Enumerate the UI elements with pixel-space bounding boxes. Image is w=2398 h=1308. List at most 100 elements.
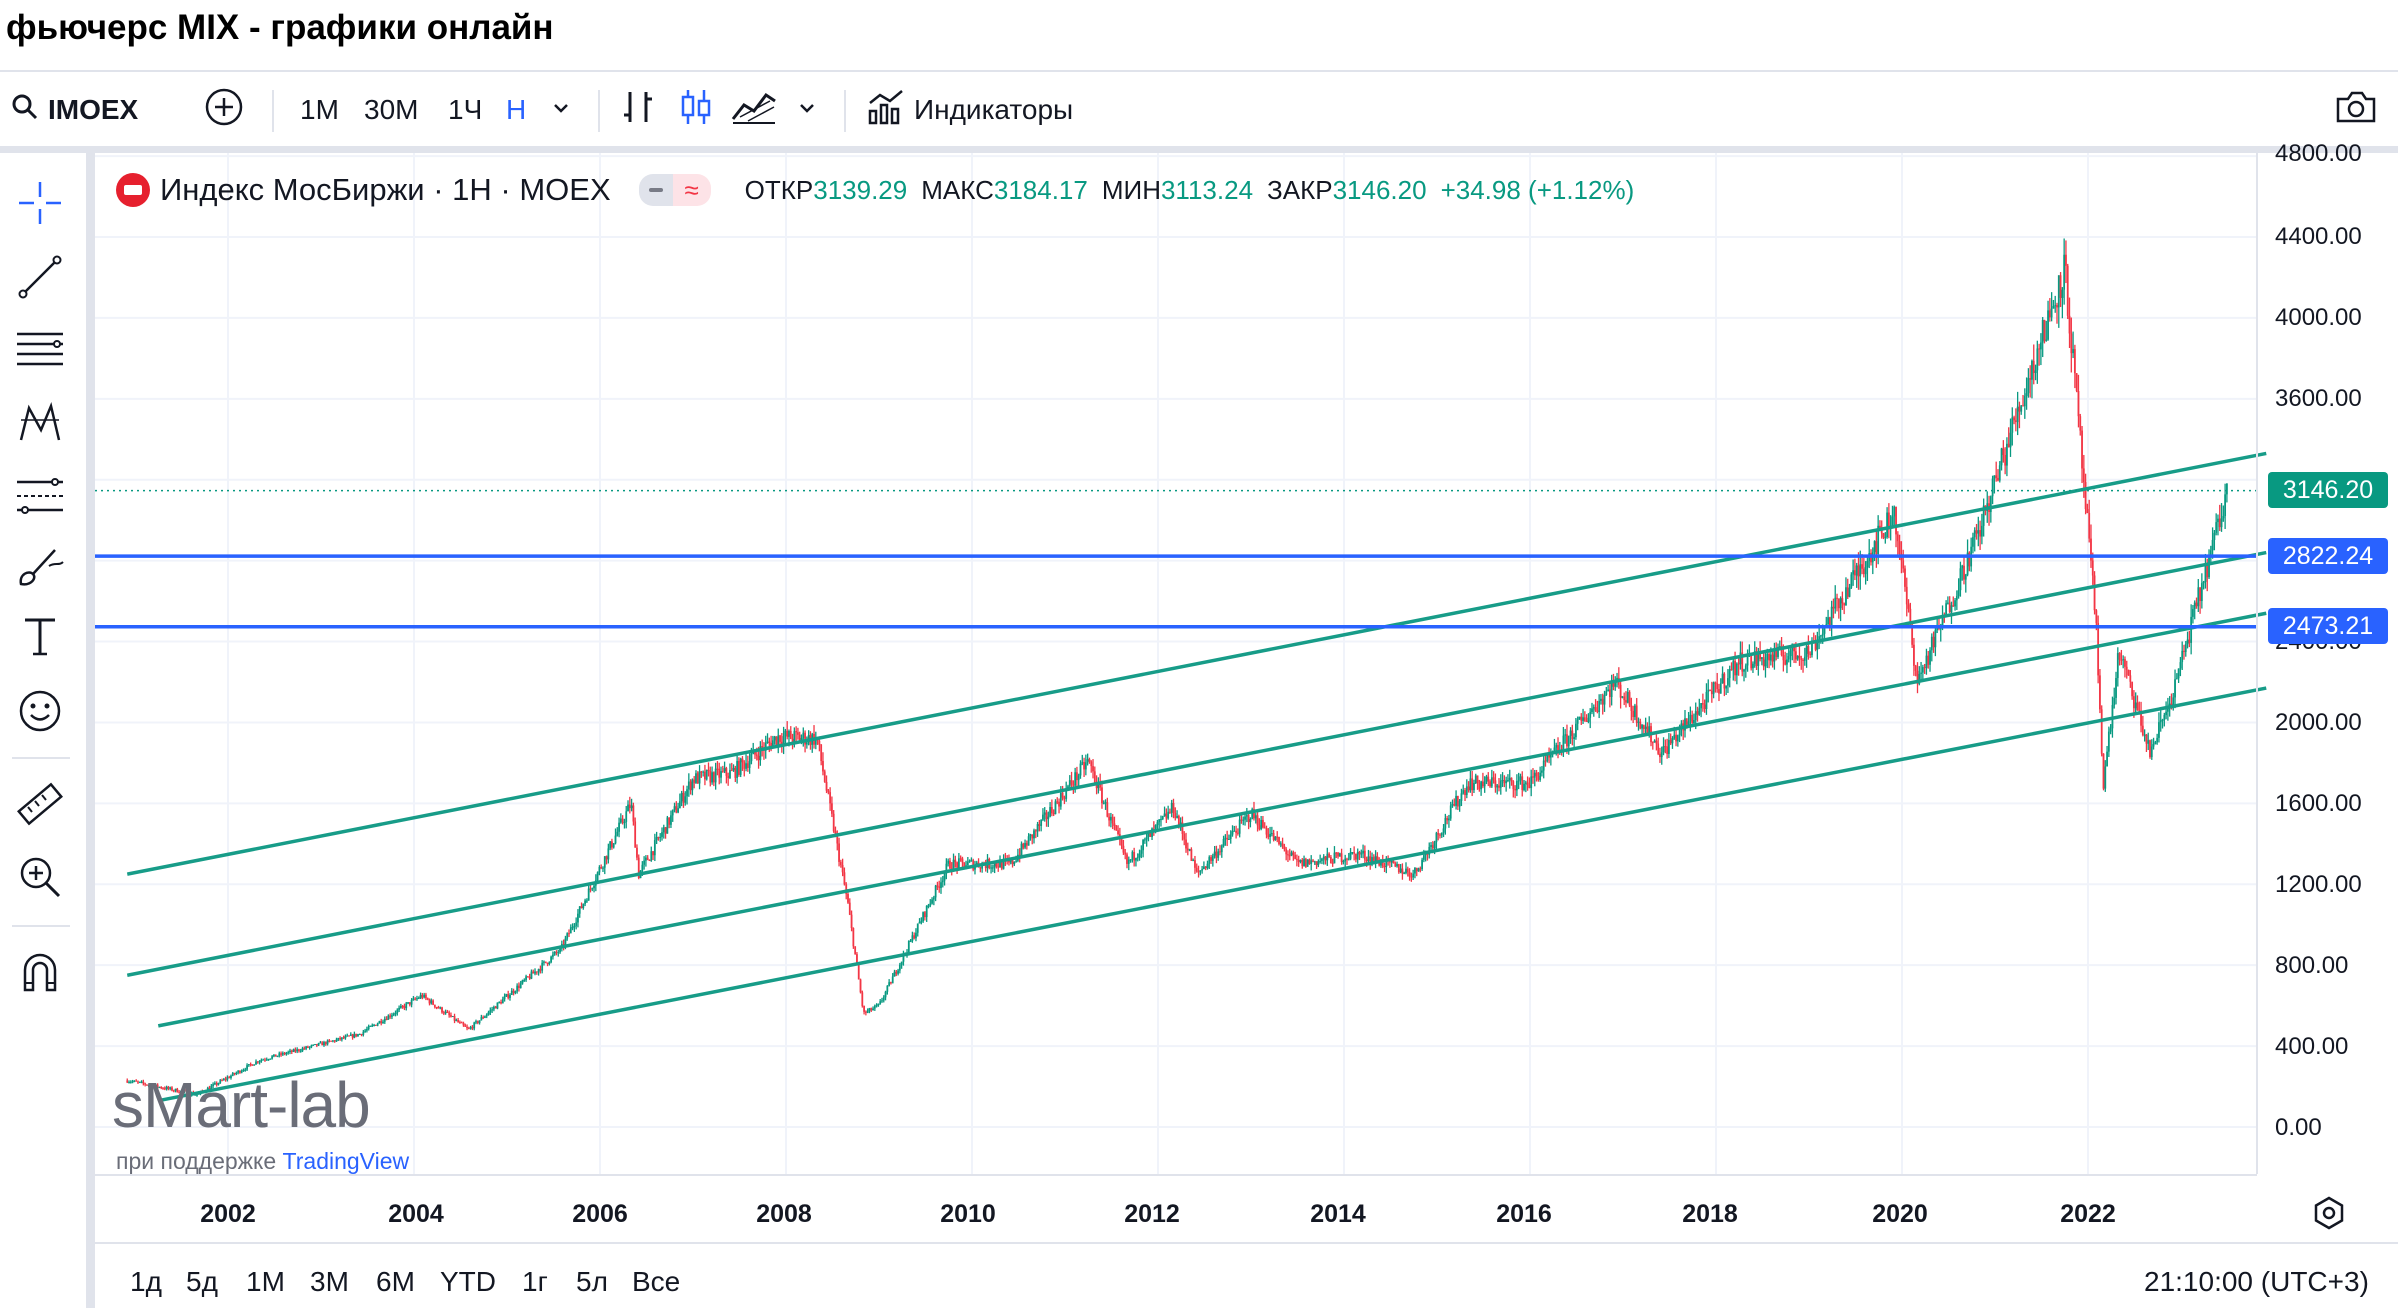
clock[interactable]: 21:10:00 (UTC+3) bbox=[2144, 1266, 2369, 1297]
candle-body bbox=[621, 818, 624, 823]
range-1m[interactable]: 1М bbox=[246, 1266, 285, 1297]
candle-body bbox=[432, 1000, 434, 1005]
candle-body bbox=[180, 1090, 182, 1093]
candle-body bbox=[278, 1053, 281, 1056]
compare-button[interactable] bbox=[204, 72, 244, 148]
candle-body bbox=[1739, 652, 1742, 665]
candle-body bbox=[1399, 868, 1402, 873]
range-1d[interactable]: 1д bbox=[130, 1266, 162, 1297]
emoji-tool[interactable] bbox=[12, 685, 68, 741]
candle-body bbox=[609, 841, 612, 849]
candle-body bbox=[1161, 816, 1164, 819]
magnet-tool[interactable] bbox=[12, 947, 68, 1003]
candle-body bbox=[149, 1084, 152, 1086]
candle-body bbox=[990, 867, 992, 869]
symbol-search[interactable]: IMOEX bbox=[10, 72, 138, 148]
forecast-tool[interactable] bbox=[12, 469, 68, 525]
candle-body bbox=[196, 1094, 198, 1096]
intervals-dropdown[interactable] bbox=[550, 72, 572, 148]
candle-body bbox=[1331, 863, 1334, 865]
bar-style-button[interactable] bbox=[620, 72, 656, 148]
candle-body bbox=[900, 961, 903, 965]
tradingview-link[interactable]: TradingView bbox=[282, 1148, 410, 1174]
candle-body bbox=[557, 952, 560, 954]
candle-body bbox=[1514, 789, 1516, 791]
candle-body bbox=[1321, 858, 1323, 861]
candle-body bbox=[158, 1086, 161, 1088]
candle-body bbox=[507, 994, 510, 998]
candle-body bbox=[1138, 853, 1141, 858]
zoom-tool[interactable] bbox=[12, 851, 68, 907]
candle-body bbox=[1687, 721, 1690, 725]
candle-body bbox=[1998, 465, 2001, 481]
area-style-button[interactable] bbox=[730, 72, 778, 148]
candle-body bbox=[2138, 710, 2141, 712]
measure-tool[interactable] bbox=[12, 779, 68, 835]
candle-body bbox=[2143, 734, 2146, 736]
candle-body bbox=[1628, 692, 1631, 706]
candle-body bbox=[1244, 816, 1246, 820]
candle-body bbox=[298, 1049, 300, 1051]
range-5d[interactable]: 5д bbox=[186, 1266, 218, 1297]
candle-body bbox=[1587, 717, 1590, 722]
candle-body bbox=[1194, 860, 1196, 868]
candle-body bbox=[231, 1073, 234, 1076]
candle-body bbox=[1260, 819, 1263, 830]
candle-body bbox=[2054, 305, 2057, 307]
candle-body bbox=[1465, 786, 1468, 796]
interval-1w-active[interactable]: Н bbox=[506, 94, 527, 125]
visibility-toggle[interactable]: ≈ bbox=[638, 174, 711, 206]
price-chart[interactable] bbox=[95, 153, 2398, 1174]
candle-body bbox=[1666, 746, 1669, 754]
range-5y[interactable]: 5л bbox=[576, 1266, 608, 1297]
candle-body bbox=[857, 964, 860, 980]
candle-body bbox=[1267, 834, 1270, 837]
text-tool[interactable] bbox=[12, 611, 68, 667]
candle-body bbox=[315, 1043, 318, 1046]
candle-body bbox=[1705, 691, 1708, 710]
candle-body bbox=[2175, 678, 2178, 680]
candle-body bbox=[314, 1043, 316, 1045]
top-toolbar: IMOEX 1M 30M 1Ч Н Индикаторы bbox=[0, 72, 2398, 148]
candle-body bbox=[861, 992, 864, 1007]
candle-body bbox=[1076, 772, 1078, 781]
candle-body bbox=[1358, 851, 1361, 855]
candle-body bbox=[1752, 663, 1754, 669]
indicators-button[interactable]: Индикаторы bbox=[866, 72, 1073, 148]
fib-tool[interactable] bbox=[12, 323, 68, 379]
range-3m[interactable]: 3М bbox=[310, 1266, 349, 1297]
crosshair-tool[interactable] bbox=[12, 177, 68, 233]
range-6m[interactable]: 6М bbox=[376, 1266, 415, 1297]
pattern-tool[interactable] bbox=[12, 397, 68, 453]
candle-body bbox=[1238, 819, 1241, 834]
range-1y[interactable]: 1г bbox=[522, 1266, 548, 1297]
trend-line-tool[interactable] bbox=[12, 251, 68, 307]
candle-body bbox=[552, 954, 554, 957]
range-ytd[interactable]: YTD bbox=[440, 1266, 496, 1297]
magnet-icon bbox=[17, 950, 63, 1001]
axis-settings-button[interactable] bbox=[2312, 1196, 2346, 1235]
screenshot-button[interactable] bbox=[2334, 72, 2378, 148]
candle-body bbox=[2002, 448, 2005, 455]
candle-body bbox=[1696, 711, 1699, 715]
candles-style-button[interactable] bbox=[678, 72, 714, 148]
range-all[interactable]: Все bbox=[632, 1266, 681, 1297]
candle-body bbox=[1290, 852, 1293, 856]
interval-1h[interactable]: 1Ч bbox=[448, 94, 483, 125]
candle-body bbox=[2224, 494, 2227, 517]
interval-1m[interactable]: 1M bbox=[300, 94, 339, 125]
candle-body bbox=[530, 971, 533, 979]
brush-tool[interactable] bbox=[12, 541, 68, 597]
candle-body bbox=[580, 906, 583, 909]
candle-body bbox=[593, 885, 595, 889]
toolbar-divider bbox=[12, 757, 70, 759]
chart-type-dropdown[interactable] bbox=[796, 72, 818, 148]
candle-body bbox=[2133, 696, 2135, 709]
candle-body bbox=[686, 789, 688, 797]
interval-30m[interactable]: 30M bbox=[364, 94, 419, 125]
candle-body bbox=[308, 1046, 311, 1048]
candle-body bbox=[691, 779, 694, 791]
candle-body bbox=[585, 900, 588, 902]
candle-body bbox=[922, 912, 925, 922]
candle-body bbox=[455, 1020, 458, 1022]
